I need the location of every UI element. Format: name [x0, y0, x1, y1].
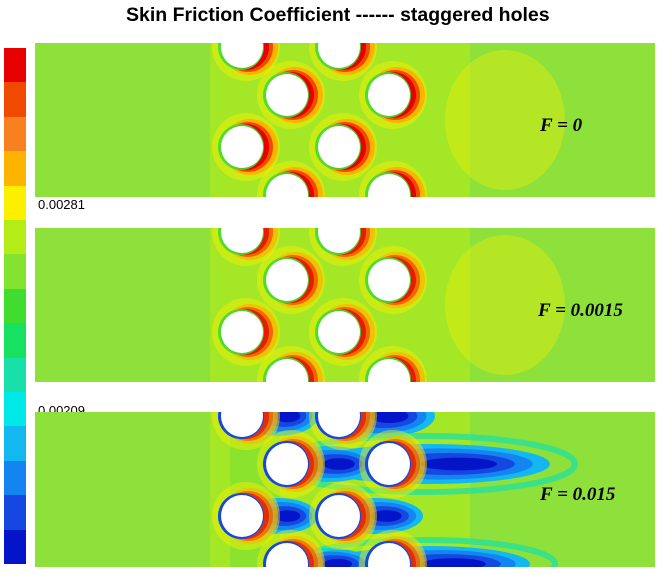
colorbar-swatch — [4, 392, 26, 427]
contour-panel — [35, 228, 655, 382]
film-hole — [318, 495, 360, 537]
colorbar-swatch — [4, 323, 26, 359]
panel-label: F = 0.015 — [539, 484, 616, 505]
contour-band — [445, 235, 565, 375]
film-hole — [368, 174, 410, 197]
contour-blob — [274, 510, 301, 522]
colorbar-tick-label: 0.00281 — [38, 196, 85, 212]
contour-blob — [420, 457, 497, 471]
colorbar-swatch — [4, 82, 26, 118]
film-hole — [221, 43, 263, 68]
film-hole — [318, 412, 360, 437]
film-hole — [221, 228, 263, 253]
contour-blob — [421, 558, 486, 567]
contour-panel — [35, 412, 655, 567]
colorbar-swatch — [4, 288, 26, 324]
panel-label: F = 0.0015 — [537, 300, 623, 321]
film-hole — [368, 543, 410, 567]
film-hole — [318, 311, 360, 353]
colorbar-swatch — [4, 116, 26, 152]
colorbar-swatch — [4, 185, 26, 221]
colorbar-swatch — [4, 151, 26, 187]
film-hole — [318, 43, 360, 68]
film-hole — [221, 412, 263, 437]
film-hole — [266, 174, 308, 197]
film-hole — [266, 543, 308, 567]
film-hole — [318, 228, 360, 253]
colorbar-swatch — [4, 495, 26, 531]
colorbar-swatch — [4, 460, 26, 496]
film-hole — [266, 443, 308, 485]
contour-blob — [371, 510, 402, 522]
film-hole — [266, 359, 308, 382]
colorbar-swatch — [4, 357, 26, 393]
panel-label: F = 0 — [539, 115, 583, 136]
contour-band — [445, 50, 565, 190]
film-hole — [368, 443, 410, 485]
contour-blob — [274, 412, 301, 423]
colorbar — [4, 48, 26, 565]
film-hole — [368, 259, 410, 301]
colorbar-swatch — [4, 48, 26, 83]
film-hole — [221, 311, 263, 353]
chart-title: Skin Friction Coefficient ------ stagger… — [126, 4, 550, 26]
contour-blob — [370, 412, 409, 424]
film-hole — [266, 259, 308, 301]
film-hole — [318, 126, 360, 168]
film-hole — [368, 359, 410, 382]
film-hole — [221, 495, 263, 537]
colorbar-swatch — [4, 254, 26, 290]
film-hole — [221, 126, 263, 168]
contour-blob — [322, 458, 355, 470]
film-hole — [266, 74, 308, 116]
colorbar-swatch — [4, 220, 26, 255]
colorbar-swatch — [4, 426, 26, 462]
contour-blob — [323, 558, 353, 567]
film-hole — [368, 74, 410, 116]
colorbar-swatch — [4, 529, 26, 565]
contour-panel — [35, 43, 655, 197]
